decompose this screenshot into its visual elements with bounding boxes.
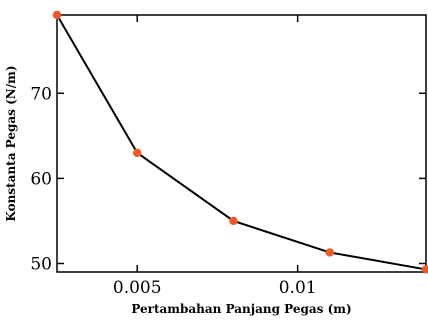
plot-frame: [56, 14, 427, 273]
data-point: [325, 248, 334, 257]
x-axis-label: Pertambahan Panjang Pegas (m): [131, 302, 351, 316]
y-tick-label: 70: [30, 84, 52, 104]
data-markers: [52, 10, 428, 274]
data-point: [229, 216, 238, 226]
y-tick-label: 60: [30, 169, 52, 189]
data-point: [133, 148, 142, 158]
y-tick-label: 50: [30, 254, 52, 274]
axis-ticks: [57, 15, 426, 272]
x-tick-label: 0.01: [279, 278, 317, 298]
x-tick-label: 0.005: [113, 278, 162, 298]
y-axis-label: Konstanta Pegas (N/m): [4, 65, 18, 221]
series-line: [56, 14, 427, 271]
data-point: [421, 265, 428, 274]
tick-labels: 0.005 0.01 50 60 70: [30, 84, 316, 298]
data-point: [52, 10, 62, 20]
